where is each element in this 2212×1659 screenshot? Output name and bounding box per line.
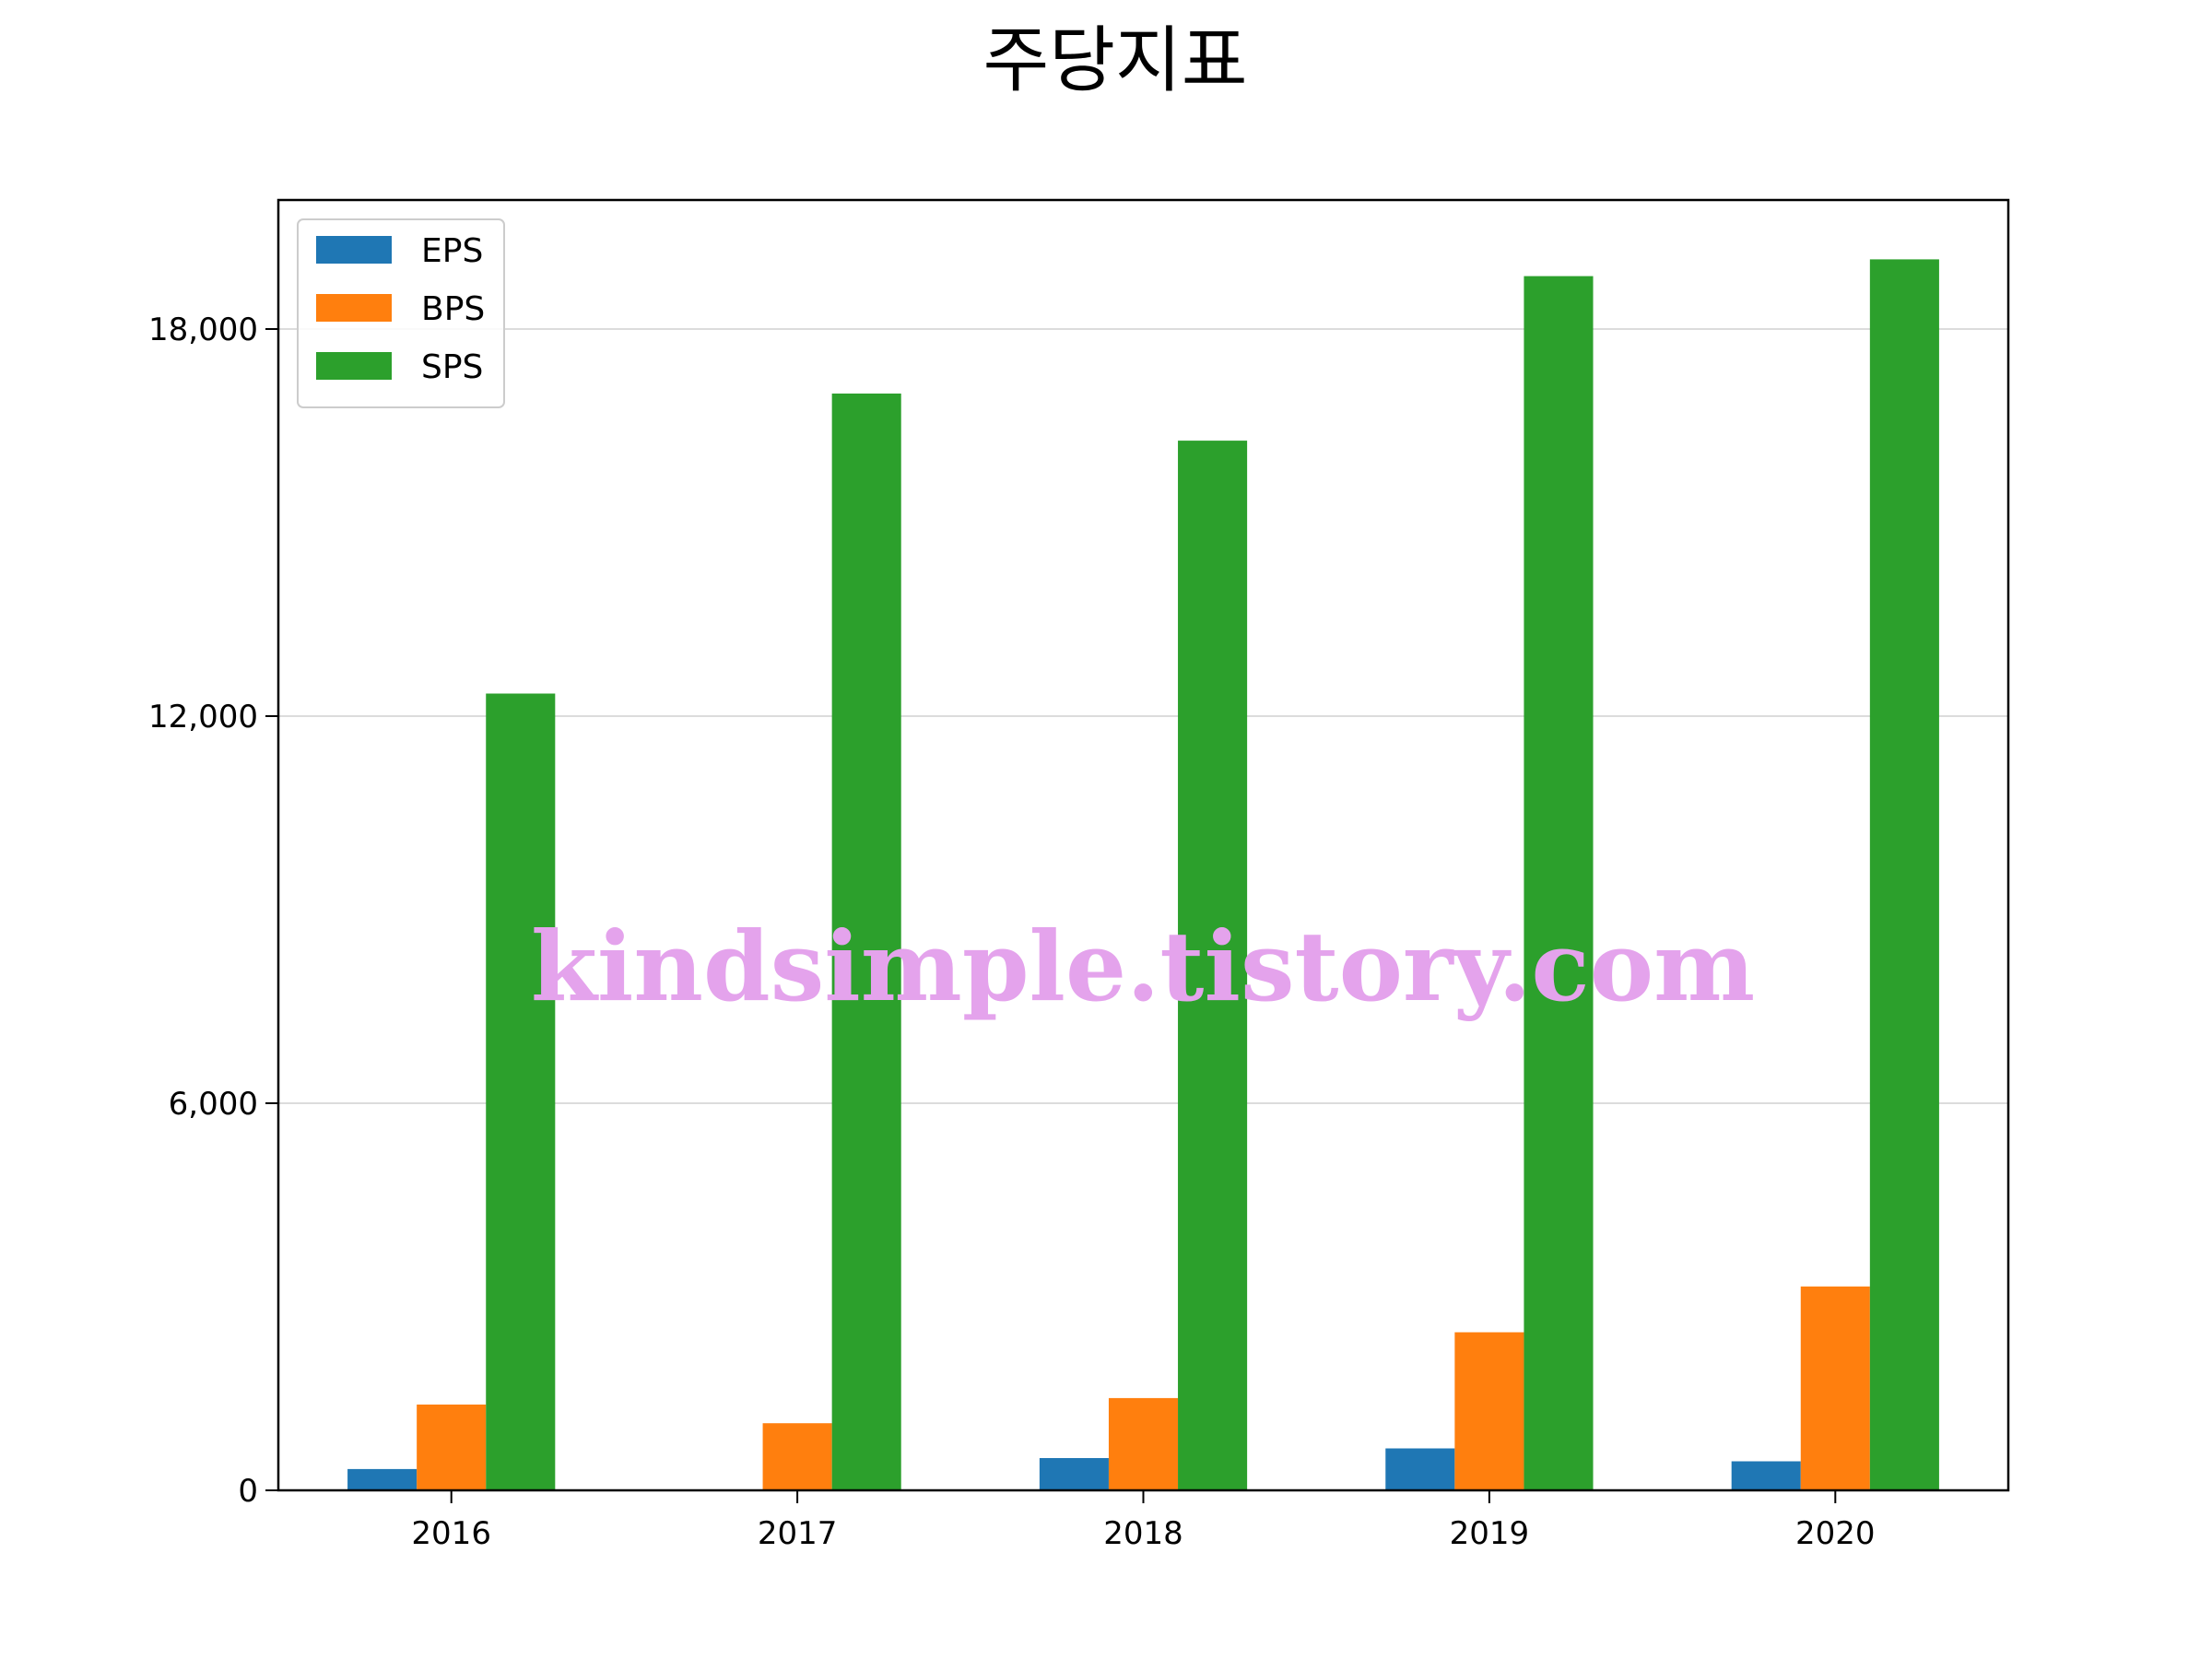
- bar-sps-2017: [831, 394, 901, 1490]
- legend-label-eps: EPS: [421, 232, 483, 270]
- bar-sps-2019: [1524, 276, 1594, 1491]
- y-tick-label: 12,000: [148, 699, 258, 735]
- legend: EPS BPS SPS: [297, 218, 505, 408]
- y-tick-label: 18,000: [148, 312, 258, 348]
- y-axis: 0 6,000 12,000 18,000: [148, 312, 278, 1510]
- x-tick-label: 2018: [1103, 1515, 1183, 1552]
- x-tick-label: 2020: [1795, 1515, 1876, 1552]
- legend-swatch-sps: [316, 352, 392, 380]
- bar-sps-2020: [1869, 259, 1939, 1490]
- legend-swatch-eps: [316, 236, 392, 264]
- y-tick-label: 6,000: [169, 1086, 258, 1123]
- bar-eps-2016: [347, 1468, 418, 1490]
- grid-lines: [278, 328, 2008, 1104]
- legend-swatch-bps: [316, 294, 392, 322]
- bar-bps-2017: [762, 1423, 832, 1490]
- x-axis: 2016 2017 2018 2019 2020: [411, 1490, 1876, 1552]
- bar-eps-2018: [1039, 1458, 1109, 1490]
- bar-sps-2016: [486, 693, 556, 1490]
- bar-bps-2018: [1108, 1397, 1179, 1490]
- x-tick-label: 2016: [411, 1515, 491, 1552]
- bar-bps-2016: [417, 1404, 487, 1490]
- legend-label-bps: BPS: [421, 290, 485, 328]
- bar-eps-2020: [1731, 1461, 1801, 1490]
- legend-label-sps: SPS: [421, 348, 483, 386]
- bars: [347, 259, 1939, 1491]
- y-tick-label: 0: [238, 1473, 258, 1510]
- chart-title: 주당지표: [982, 19, 1247, 102]
- bar-sps-2018: [1178, 441, 1248, 1491]
- x-tick-label: 2019: [1450, 1515, 1530, 1552]
- x-tick-label: 2017: [758, 1515, 838, 1552]
- watermark-text: kindsimple.tistory.com: [531, 910, 1755, 1023]
- bar-eps-2019: [1385, 1448, 1455, 1490]
- bar-bps-2020: [1800, 1286, 1870, 1490]
- bar-bps-2019: [1454, 1332, 1524, 1490]
